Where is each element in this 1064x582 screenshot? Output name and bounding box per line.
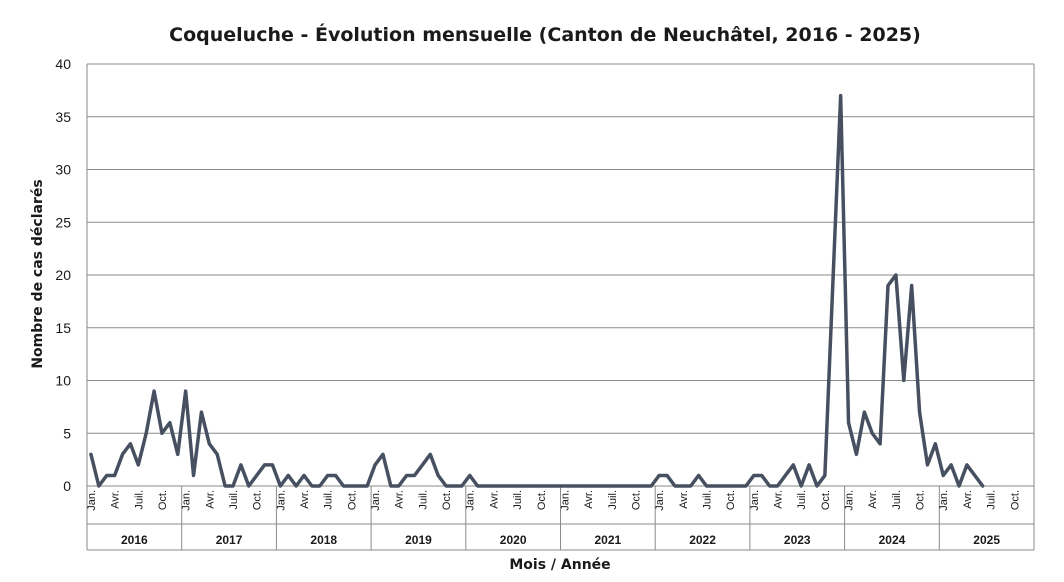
month-tick-label: Oct. (536, 490, 548, 510)
year-tick-label: 2022 (689, 533, 716, 547)
month-tick-label: Avr. (867, 490, 879, 509)
year-tick-label: 2024 (879, 533, 906, 547)
month-tick-label: Jan. (275, 490, 287, 511)
month-tick-label: Oct. (915, 490, 927, 510)
month-tick-label: Avr. (299, 490, 311, 509)
year-tick-label: 2023 (784, 533, 811, 547)
series-layer (89, 93, 985, 488)
month-tick-label: Oct. (252, 490, 264, 510)
month-tick-label: Jan. (938, 490, 950, 511)
month-tick-label: Juil. (986, 490, 998, 510)
month-tick-label: Oct. (346, 490, 358, 510)
y-tick-label: 0 (63, 478, 71, 494)
month-tick-label: Juil. (607, 490, 619, 510)
x-axis-label: Mois / Année (509, 557, 610, 573)
year-tick-label: 2016 (121, 533, 148, 547)
series-line-0 (89, 93, 985, 488)
month-tick-label: Avr. (678, 490, 690, 509)
month-tick-label: Juil. (133, 490, 145, 510)
y-tick-label: 35 (55, 109, 71, 125)
year-tick-label: 2017 (216, 533, 243, 547)
y-tick-label: 10 (55, 373, 71, 389)
month-tick-label: Avr. (773, 490, 785, 509)
month-tick-label: Juil. (512, 490, 524, 510)
month-tick-label: Juil. (323, 490, 335, 510)
year-tick-label: 2018 (310, 533, 337, 547)
month-tick-label: Oct. (725, 490, 737, 510)
y-tick-label: 20 (55, 267, 71, 283)
x-axis: Jan. Avr. Juil. Oct. 2016 Jan. Avr. Juil. Oct. 20… (86, 64, 1035, 551)
year-tick-label: 2021 (594, 533, 621, 547)
month-tick-label: Oct. (820, 490, 832, 510)
month-tick-label: Oct. (1009, 490, 1021, 510)
y-axis-label: Nombre de cas déclarés (30, 179, 46, 368)
grid-lines (87, 63, 1034, 487)
month-tick-label: Jan. (465, 490, 477, 511)
month-tick-label: Juil. (891, 490, 903, 510)
month-tick-label: Avr. (394, 490, 406, 509)
y-tick-label: 25 (55, 214, 71, 230)
y-tick-label: 5 (63, 425, 71, 441)
month-tick-label: Avr. (488, 490, 500, 509)
chart-title: Coqueluche - Évolution mensuelle (Canton… (169, 23, 921, 46)
month-tick-label: Jan. (370, 490, 382, 511)
month-tick-label: Jan. (559, 490, 571, 511)
month-tick-label: Jan. (181, 490, 193, 511)
month-tick-label: Juil. (796, 490, 808, 510)
month-tick-label: Juil. (228, 490, 240, 510)
month-tick-label: Oct. (157, 490, 169, 510)
month-tick-label: Juil. (701, 490, 713, 510)
y-tick-label: 40 (55, 56, 71, 72)
month-tick-label: Jan. (749, 490, 761, 511)
month-tick-label: Avr. (110, 490, 122, 509)
month-tick-label: Juil. (417, 490, 429, 510)
y-tick-label: 30 (55, 162, 71, 178)
month-tick-label: Jan. (654, 490, 666, 511)
month-tick-label: Avr. (204, 490, 216, 509)
month-tick-label: Oct. (630, 490, 642, 510)
month-tick-label: Jan. (86, 490, 98, 511)
y-tick-label: 15 (55, 320, 71, 336)
y-tick-labels: 0 5 10 15 20 25 30 35 40 (55, 56, 71, 494)
year-tick-label: 2019 (405, 533, 432, 547)
year-tick-label: 2020 (500, 533, 527, 547)
month-tick-label: Oct. (441, 490, 453, 510)
year-tick-label: 2025 (973, 533, 1000, 547)
month-tick-label: Jan. (844, 490, 856, 511)
month-tick-label: Avr. (583, 490, 595, 509)
month-tick-label: Avr. (962, 490, 974, 509)
